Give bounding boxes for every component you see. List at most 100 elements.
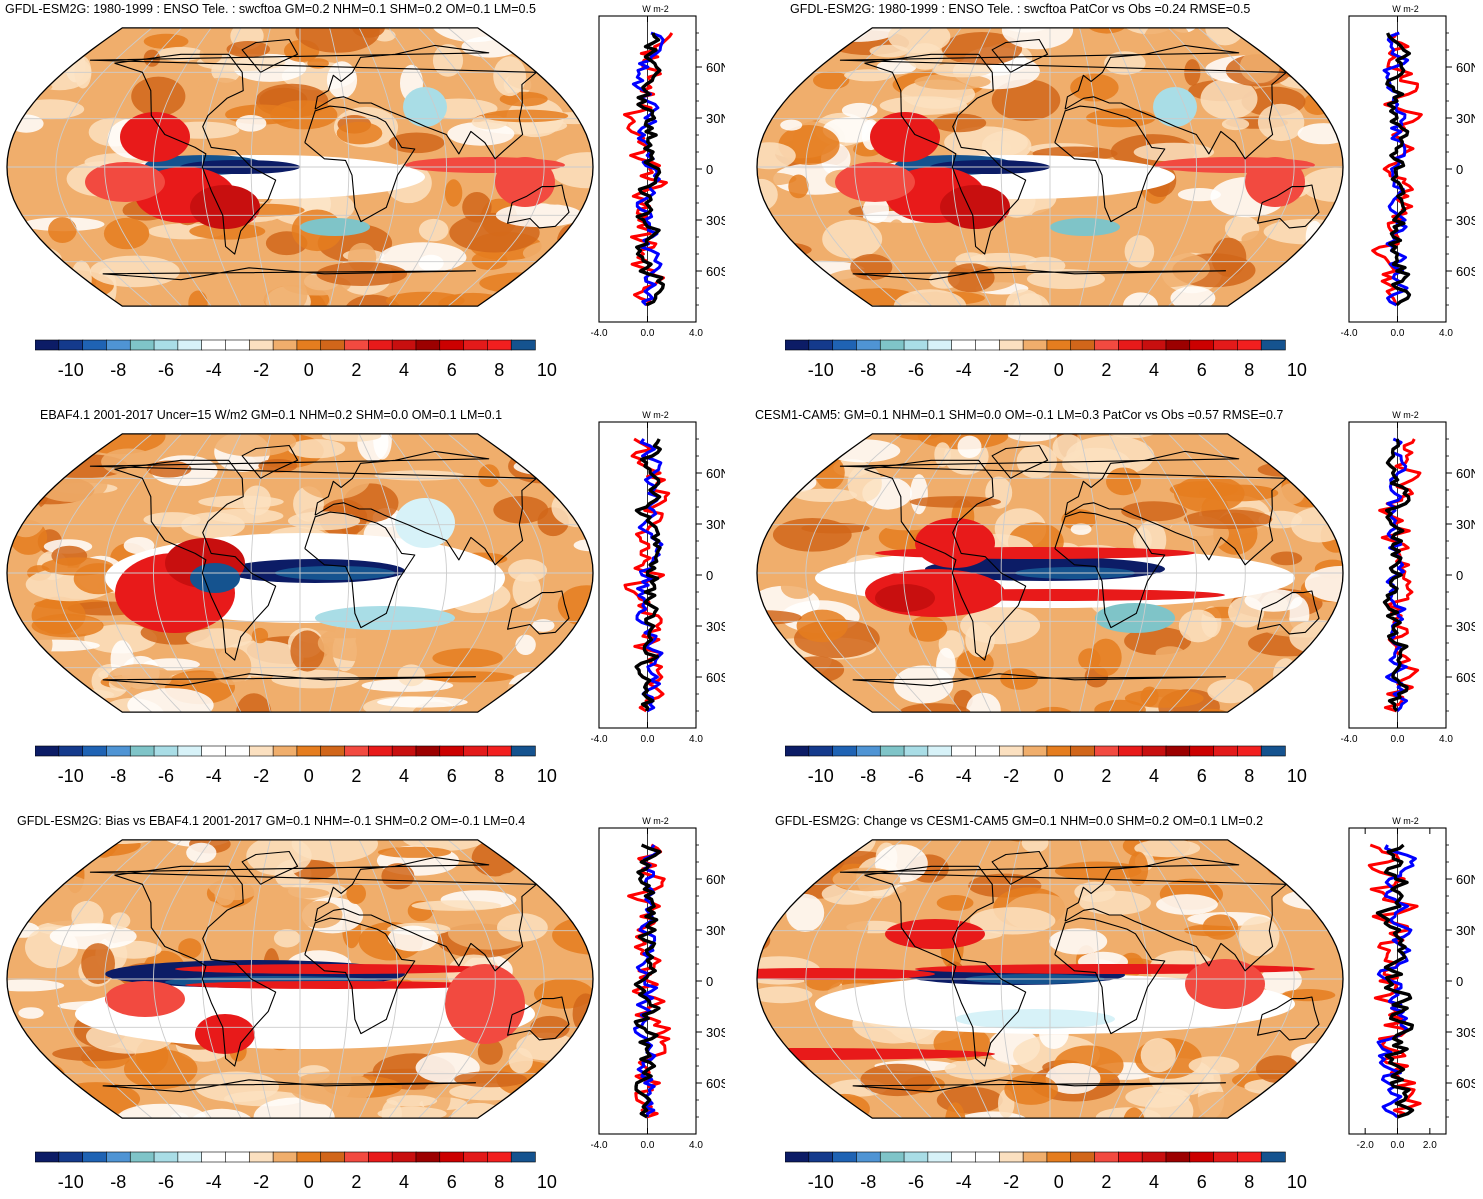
coastlines	[839, 444, 1320, 687]
field-patch	[295, 27, 380, 53]
colorbar-box	[1118, 745, 1143, 757]
field-patch	[411, 900, 502, 911]
zonal-lat-label: 60S	[1456, 670, 1475, 685]
graticule-meridian	[358, 433, 399, 713]
field-patch	[1189, 1091, 1249, 1119]
colorbar-label: -10	[808, 360, 834, 380]
field-patch	[386, 1095, 438, 1107]
field-anomaly	[300, 218, 370, 236]
colorbar-box	[1165, 745, 1191, 757]
graticule-meridian	[388, 839, 447, 1119]
map-border	[756, 839, 1344, 1119]
field-patch	[7, 433, 69, 457]
continent-outline	[507, 184, 570, 229]
field-patch	[273, 929, 301, 948]
field-anomaly	[1185, 959, 1265, 1009]
field-patch	[1144, 1091, 1194, 1119]
graticule-meridian	[1197, 27, 1295, 307]
field-patch	[1257, 462, 1310, 477]
colorbar-box	[201, 1151, 227, 1163]
colorbar-box	[1189, 339, 1215, 351]
colorbar-box	[1237, 1151, 1262, 1163]
colorbar-label: 10	[537, 1172, 557, 1192]
colorbar-label: 2	[1101, 1172, 1111, 1192]
colorbar-box	[975, 745, 1000, 757]
field-patch	[235, 115, 267, 132]
field-patch	[18, 1007, 44, 1019]
field-patch	[1274, 839, 1324, 860]
field-patch	[43, 685, 79, 710]
colorbar-box	[1094, 745, 1120, 757]
colorbar-label: -8	[860, 766, 876, 786]
graticule-meridian	[805, 839, 903, 1119]
zonal-lat-label: 30S	[706, 619, 725, 634]
field-patch	[1299, 1093, 1343, 1107]
continent-outline	[102, 673, 477, 687]
zonal-series-black	[1382, 438, 1411, 713]
colorbar-label: -6	[158, 360, 174, 380]
field-patch	[1140, 1038, 1176, 1073]
zonal-unit-label: W m-2	[1392, 816, 1419, 826]
zonal-series-black	[633, 843, 662, 1119]
continent-outline	[852, 1079, 1227, 1093]
field-patch	[1200, 78, 1258, 120]
colorbar-box	[1022, 339, 1048, 351]
field-patch	[7, 27, 39, 46]
graticule-meridian	[805, 433, 903, 713]
robinson-map	[6, 433, 594, 713]
field-anomaly	[185, 981, 485, 989]
field-patch	[782, 433, 847, 442]
graticule-meridian	[1108, 839, 1149, 1119]
colorbar-box	[832, 339, 858, 351]
colorbar: -10 -8 -6 -4 -2 0 2 4 6 8 10	[785, 339, 1307, 380]
continent-outline	[89, 856, 537, 972]
field-patch	[1124, 235, 1155, 268]
field-patch	[1257, 103, 1305, 142]
zonal-mean-plot: 60N 30N 0 30S 60S -4.0 0.0 4.0 W m-2	[591, 410, 725, 745]
colorbar-box	[106, 1151, 131, 1163]
zonal-lat-label: 30N	[1456, 111, 1475, 126]
colorbar-box	[1141, 339, 1167, 351]
field-patch	[543, 59, 593, 87]
field-patch	[887, 219, 905, 244]
field-patch	[968, 252, 1037, 267]
continent-outline	[1257, 184, 1320, 229]
colorbar-box	[129, 339, 155, 351]
field-patch	[7, 271, 47, 286]
colorbar-box	[1141, 1151, 1167, 1163]
field-patch	[235, 693, 272, 713]
field-patch	[68, 27, 112, 41]
zonal-lat-label: 30N	[706, 111, 725, 126]
colorbar-box	[391, 339, 417, 351]
field-patch	[253, 1097, 335, 1119]
field-patch	[387, 925, 439, 952]
field-patch	[1221, 118, 1250, 131]
field-patch	[262, 275, 308, 307]
field-patch	[1086, 108, 1156, 128]
colorbar-label: 8	[1244, 766, 1254, 786]
colorbar-box	[1213, 339, 1239, 351]
graticule-meridian	[1108, 433, 1149, 713]
field-patch	[462, 192, 492, 223]
colorbar-box	[832, 1151, 858, 1163]
colorbar-label: -2	[253, 360, 269, 380]
continent-outline	[852, 673, 1227, 687]
colorbar-box	[927, 745, 953, 757]
field-anomaly	[445, 964, 525, 1044]
field-patch	[888, 27, 951, 54]
colorbar-box	[106, 339, 131, 351]
field-patch	[507, 671, 557, 708]
field-patch	[7, 56, 37, 93]
field-patch	[1294, 1087, 1313, 1119]
field-anomaly	[915, 518, 995, 568]
field-patch	[226, 41, 271, 58]
field-patch	[291, 839, 378, 863]
colorbar-label: -2	[1003, 766, 1019, 786]
field-patch	[210, 433, 297, 457]
field-patch	[1272, 439, 1316, 473]
field-patch	[82, 711, 119, 713]
field-anomaly	[1245, 157, 1305, 207]
field-patch	[786, 893, 825, 932]
field-anomaly	[1050, 218, 1120, 236]
colorbar-box	[225, 1151, 250, 1163]
